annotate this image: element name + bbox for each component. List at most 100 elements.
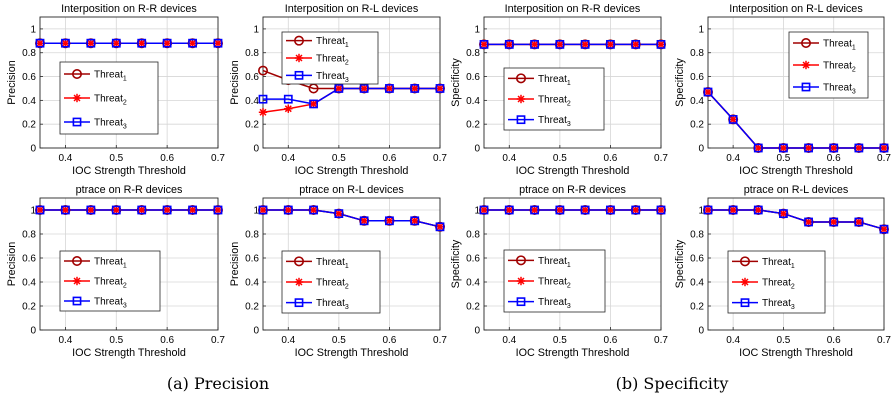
data-point-threat-3 [61,38,70,48]
legend-marker-threat-1 [739,256,750,267]
data-point-threat-3 [410,84,420,93]
y-tick-label: 0.6 [245,72,259,83]
data-point-threat-3 [656,39,666,49]
y-tick-label: 0.8 [690,230,704,241]
chart-panel-6: 0 0.2 0.4 0.6 0.8 1 0.4 0.5 0.6 0.7 ptrace on R-L … [229,184,447,359]
legend-label-threat-3: Threat3 [94,118,127,131]
data-point-threat-2 [309,99,318,109]
data-point-threat-3 [188,38,197,48]
legend-marker-threat-1 [293,35,304,46]
y-tick-label: 0.2 [466,120,480,131]
y-tick-label: 0.6 [690,254,704,265]
data-point-threat-3 [435,84,445,93]
data-point-threat-2 [879,225,889,234]
x-axis-label: IOC Strength Threshold [295,347,409,359]
data-point-threat-3 [309,205,318,215]
x-axis-label: IOC Strength Threshold [295,165,409,177]
legend: Threat1 Threat2 Threat3 [281,250,381,314]
legend-label-threat-2: Threat2 [94,94,127,107]
legend-label-threat-1: Threat1 [538,256,571,269]
legend: Threat1 Threat2 Threat3 [503,249,606,313]
x-tick-label: 0.5 [109,153,123,164]
data-point-threat-3 [258,94,268,104]
x-tick-label: 0.5 [776,335,790,346]
legend: Threat1 Threat2 Threat3 [59,61,159,135]
data-point-threat-3 [555,39,565,49]
legend-label-threat-2: Threat2 [762,278,795,291]
axes-frame [483,197,662,331]
y-tick-label: 1 [253,24,259,35]
data-point-threat-1 [257,65,268,76]
legend-marker-threat-3 [72,117,82,127]
x-tick-label: 0.7 [433,335,447,346]
y-tick-label: 0.8 [22,48,36,59]
data-point-threat-3 [656,205,666,215]
y-tick-label: 0.4 [22,278,36,289]
x-axis-label: IOC Strength Threshold [516,347,630,359]
data-point-threat-3 [162,205,172,215]
caption-b: (b) Specificity [615,374,729,393]
legend-marker-threat-2 [294,53,304,63]
data-point-threat-3 [188,205,197,215]
legend: Threat1 Threat2 Threat3 [503,67,605,131]
x-tick-label: 0.4 [281,335,295,346]
y-tick-label: 0.6 [690,72,704,83]
y-tick-label: 0.8 [466,48,480,59]
data-point-threat-3 [879,143,889,153]
axes-frame [483,16,662,149]
y-tick-label: 0.6 [466,254,480,265]
data-point-threat-3 [359,84,369,93]
data-point-threat-3 [35,38,45,48]
y-tick-label: 0.6 [22,72,36,83]
data-point-threat-3 [359,216,369,226]
legend-marker-threat-3 [516,115,526,125]
data-point-threat-3 [213,205,223,215]
caption-a: (a) Precision [166,374,270,393]
figure-panels: 0 0.2 0.4 0.6 0.8 1 0.4 0.5 0.6 0.7 Interposition … [6,3,891,359]
data-point-threat-3 [606,205,615,215]
data-point-threat-3 [829,143,839,153]
x-tick-label: 0.4 [726,335,740,346]
x-tick-label: 0.4 [502,153,516,164]
data-point-threat-3 [137,205,147,215]
legend-label-threat-2: Threat2 [94,277,127,290]
y-tick-label: 0.2 [22,120,36,131]
data-point-threat-3 [631,205,641,215]
data-point-threat-3 [86,38,96,48]
data-point-threat-3 [779,143,788,153]
y-tick-label: 0.4 [466,96,480,107]
x-tick-label: 0.4 [281,153,295,164]
data-point-threat-3 [804,143,813,153]
legend-marker-threat-1 [515,255,526,266]
data-point-threat-2 [258,108,268,117]
data-point-threat-3 [258,205,268,215]
y-axis-label: Specificity [674,239,686,288]
y-tick-label: 0.4 [466,278,480,289]
legend-label-threat-1: Threat1 [94,70,127,83]
x-tick-label: 0.6 [160,335,174,346]
x-tick-label: 0.5 [332,153,346,164]
data-point-threat-3 [213,38,223,48]
chart-panel-2: 0 0.2 0.4 0.6 0.8 1 0.4 0.5 0.6 0.7 Interposition … [229,3,447,177]
y-tick-label: 0.6 [466,72,480,83]
y-tick-label: 0.6 [22,254,36,265]
data-point-threat-3 [728,115,738,124]
legend-marker-threat-2 [801,60,811,70]
x-tick-label: 0.7 [877,153,891,164]
legend-marker-threat-3 [72,296,82,306]
data-point-threat-3 [728,205,738,215]
data-point-threat-2 [505,40,514,49]
x-tick-label: 0.6 [382,153,396,164]
y-tick-label: 0 [474,326,480,337]
y-tick-label: 0.4 [22,96,36,107]
data-point-threat-3 [334,84,344,93]
data-point-threat-2 [703,87,713,97]
data-point-threat-3 [854,217,864,227]
legend: Threat1 Threat2 Threat3 [788,31,869,99]
data-point-threat-3 [854,143,864,153]
legend-label-threat-2: Threat2 [316,278,349,291]
legend: Threat1 Threat2 Threat3 [281,31,379,85]
data-point-threat-3 [829,217,839,227]
y-tick-label: 0.8 [466,230,480,241]
y-tick-label: 0.8 [690,48,704,59]
